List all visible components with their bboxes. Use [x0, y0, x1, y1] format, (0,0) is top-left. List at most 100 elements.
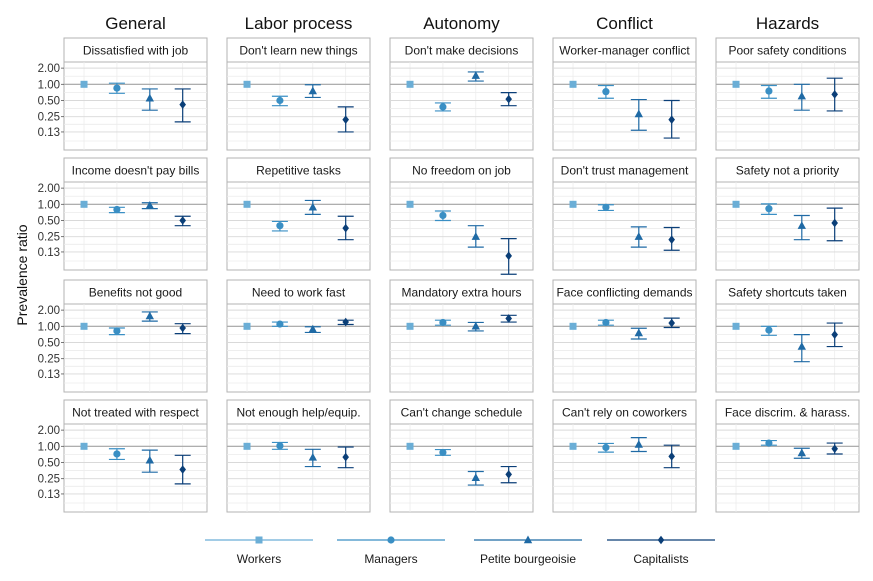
point-capitalists: [505, 470, 512, 479]
panel-title: Can't rely on coworkers: [562, 406, 687, 420]
y-tick-label: 2.00: [38, 63, 60, 75]
panel-plot-area: [715, 303, 860, 393]
panel-title: Poor safety conditions: [728, 44, 846, 58]
panel-title: Face discrim. & harass.: [725, 406, 850, 420]
y-tick-label: 2.00: [38, 425, 60, 437]
column-header-conflict: Conflict: [596, 14, 653, 33]
panel-strip: [389, 399, 534, 425]
panel-dissatisfied-with-job: Dissatisfied with job: [63, 37, 208, 151]
point-workers: [732, 200, 740, 208]
point-petite: [145, 455, 154, 464]
panel-title: Dissatisfied with job: [83, 44, 189, 58]
point-capitalists: [342, 223, 349, 233]
point-petite: [634, 109, 643, 118]
panel-title: Repetitive tasks: [256, 164, 341, 178]
legend-label: Petite bourgeoisie: [480, 552, 576, 566]
point-petite: [797, 342, 806, 350]
point-petite: [634, 232, 643, 240]
y-tick-label: 1.00: [38, 199, 60, 211]
point-managers: [439, 211, 447, 220]
y-tick-label: 0.50: [38, 457, 60, 469]
panel-plot-area: [715, 61, 860, 151]
panel-strip: [226, 157, 371, 183]
panel-plot-area: [389, 423, 534, 513]
point-petite: [145, 201, 154, 209]
point-managers: [276, 442, 284, 450]
column-header-general: General: [105, 14, 165, 33]
panel-no-freedom-on-job: No freedom on job: [389, 157, 534, 275]
panel-title: Safety shortcuts taken: [728, 286, 847, 300]
y-tick-label: 0.50: [38, 337, 60, 349]
panel-strip: [389, 157, 534, 183]
point-managers: [113, 84, 121, 92]
panel-mandatory-extra-hours: Mandatory extra hours: [389, 279, 534, 393]
panel-safety-not-a-priority: Safety not a priority: [715, 157, 860, 271]
point-workers: [569, 322, 577, 330]
panel-don-t-learn-new-things: Don't learn new things: [226, 37, 371, 151]
point-managers: [439, 318, 447, 327]
point-capitalists: [342, 317, 349, 327]
panel-title: Mandatory extra hours: [401, 286, 521, 300]
y-tick-label: 0.13: [38, 127, 60, 139]
y-tick-label: 0.13: [38, 489, 60, 501]
panel-strip: [552, 279, 697, 305]
point-managers: [602, 203, 610, 211]
point-managers: [602, 318, 610, 327]
panel-benefits-not-good: Benefits not good: [63, 279, 208, 393]
legend-marker-triangle: [523, 535, 533, 544]
point-capitalists: [668, 235, 675, 244]
panel-plot-area: [389, 303, 534, 393]
panel-plot-area: [63, 423, 208, 513]
point-petite: [145, 93, 154, 102]
point-workers: [569, 80, 577, 88]
point-capitalists: [668, 115, 675, 124]
point-capitalists: [831, 90, 838, 99]
panel-strip: [552, 157, 697, 183]
panel-title: Don't learn new things: [239, 44, 357, 58]
legend-item-capitalists: Capitalists: [607, 535, 715, 566]
point-capitalists: [505, 94, 512, 104]
point-capitalists: [505, 314, 512, 323]
y-tick-label: 0.25: [38, 232, 60, 244]
point-petite: [634, 328, 643, 337]
panel-poor-safety-conditions: Poor safety conditions: [715, 37, 860, 151]
panel-plot-area: [226, 303, 371, 393]
panel-face-conflicting-demands: Face conflicting demands: [552, 279, 697, 393]
point-managers: [765, 439, 773, 447]
legend-item-workers: Workers: [205, 536, 313, 566]
panel-can-t-change-schedule: Can't change schedule: [389, 399, 534, 513]
point-petite: [797, 221, 806, 229]
point-workers: [243, 442, 251, 450]
point-managers: [602, 443, 610, 452]
legend-label: Workers: [237, 552, 281, 566]
y-tick-label: 0.13: [38, 369, 60, 381]
panel-not-enough-help-equip: Not enough help/equip.: [226, 399, 371, 513]
panel-strip: [715, 157, 860, 183]
panel-strip: [389, 279, 534, 305]
point-managers: [765, 87, 773, 95]
point-managers: [276, 222, 284, 230]
point-workers: [406, 80, 414, 88]
panel-income-doesn-t-pay-bills: Income doesn't pay bills: [63, 157, 208, 271]
panel-title: Not treated with respect: [72, 406, 199, 420]
panel-need-to-work-fast: Need to work fast: [226, 279, 371, 393]
point-petite: [471, 71, 480, 79]
point-workers: [732, 442, 740, 450]
panel-strip: [552, 37, 697, 63]
panel-title: Need to work fast: [252, 286, 346, 300]
panel-plot-area: [715, 181, 860, 271]
panel-title: Income doesn't pay bills: [72, 164, 200, 178]
point-capitalists: [505, 251, 512, 261]
point-managers: [765, 205, 773, 213]
y-axis-label: Prevalence ratio: [14, 224, 30, 325]
point-capitalists: [831, 218, 838, 228]
point-managers: [602, 88, 610, 96]
panel-strip: [226, 37, 371, 63]
point-managers: [113, 327, 121, 335]
point-workers: [243, 80, 251, 88]
legend-item-petite-bourgeoisie: Petite bourgeoisie: [474, 535, 582, 566]
point-workers: [80, 322, 88, 330]
y-tick-label: 0.50: [38, 95, 60, 107]
point-workers: [80, 80, 88, 88]
